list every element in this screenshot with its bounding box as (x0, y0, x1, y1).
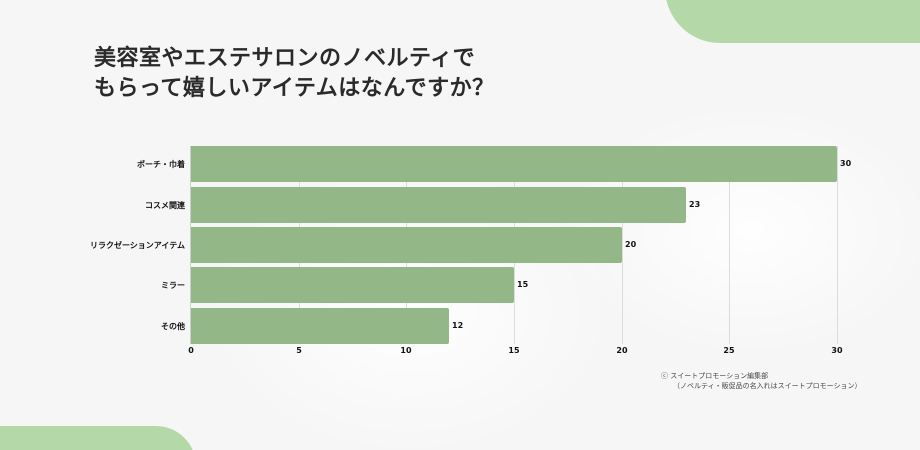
chart-title: 美容室やエステサロンのノベルティで もらって嬉しいアイテムはなんですか？ (94, 44, 495, 104)
bar (191, 187, 686, 223)
category-label: ポーチ・巾着 (137, 160, 185, 169)
corner-decoration-bottom (0, 426, 196, 450)
x-tick-label: 20 (616, 346, 628, 355)
bar (191, 227, 622, 263)
corner-decoration-top (665, 0, 920, 43)
category-label: ミラー (161, 281, 185, 290)
x-tick-label: 10 (400, 346, 412, 355)
value-label: 30 (840, 159, 852, 168)
credit-note: ⓒ スイートプロモーション編集部 （ノベルティ・販促品の名入れはスイートプロモー… (661, 371, 861, 391)
gridline (622, 146, 623, 344)
y-axis-line (190, 146, 191, 344)
x-tick-label: 0 (188, 346, 194, 355)
bar (191, 267, 514, 303)
bar (191, 146, 837, 182)
value-label: 23 (689, 200, 701, 209)
category-label: その他 (161, 322, 185, 331)
gridline (837, 146, 838, 344)
x-tick-label: 30 (831, 346, 843, 355)
x-tick-label: 15 (508, 346, 520, 355)
category-label: リラクゼーションアイテム (89, 241, 185, 250)
value-label: 15 (517, 280, 529, 289)
x-tick-label: 25 (723, 346, 735, 355)
value-label: 20 (625, 240, 637, 249)
title-line-2: もらって嬉しいアイテムはなんですか？ (94, 76, 495, 101)
bar (191, 308, 449, 344)
category-label: コスメ関連 (145, 201, 185, 210)
credit-line-2: （ノベルティ・販促品の名入れはスイートプロモーション） (673, 382, 862, 390)
credit-line-1: ⓒ スイートプロモーション編集部 (661, 372, 769, 380)
value-label: 12 (452, 321, 464, 330)
gridline (729, 146, 730, 344)
x-tick-label: 5 (296, 346, 302, 355)
title-line-1: 美容室やエステサロンのノベルティで (94, 46, 476, 71)
